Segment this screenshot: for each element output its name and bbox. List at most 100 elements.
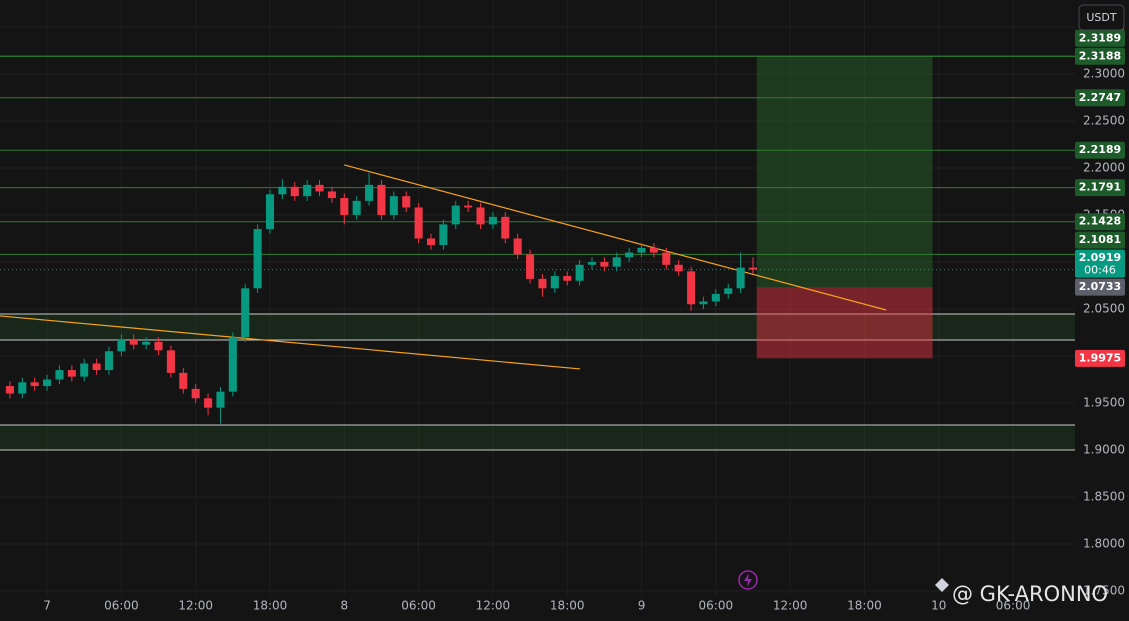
x-tick-label: 06:00 [699, 599, 734, 613]
price-label-box [1075, 278, 1125, 296]
price-label-box [1075, 29, 1125, 47]
stop-zone [756, 287, 933, 359]
candle-body [104, 351, 114, 371]
price-label: 2.1081 [1079, 233, 1121, 246]
support-zone [0, 313, 1075, 340]
candle-body [625, 252, 634, 258]
price-label-box [1075, 249, 1125, 278]
candle-body [575, 264, 584, 281]
candle-body [488, 216, 497, 225]
icon-circle [738, 570, 758, 590]
icon-bolt [744, 573, 752, 587]
candle-body [674, 264, 683, 272]
candle-body [191, 388, 200, 399]
price-label-box [1075, 47, 1125, 65]
x-tick-label: 12:00 [476, 599, 511, 613]
y-tick-label: 2.2000 [1083, 160, 1125, 174]
candle-body [699, 301, 708, 305]
candle-body [253, 229, 262, 289]
candle-body [526, 254, 535, 279]
candle-body [92, 363, 101, 371]
candle-body [724, 288, 733, 294]
candle-body [402, 196, 411, 208]
price-label: 2.1428 [1079, 215, 1121, 228]
candle-body [278, 186, 287, 195]
price-label: 2.3188 [1079, 49, 1121, 62]
candle-body [600, 261, 609, 267]
candle-body [303, 184, 312, 197]
x-tick-label: 7 [43, 599, 51, 613]
x-tick-label: 18:00 [253, 599, 288, 613]
x-tick-label: 8 [340, 599, 348, 613]
candle-body [612, 257, 621, 267]
x-tick-label: 10 [931, 599, 946, 613]
candle-body [327, 191, 336, 199]
candle-body [426, 238, 436, 246]
watermark: @ GK-ARONNO [952, 582, 1108, 606]
candle-body [290, 186, 299, 197]
price-label: 2.0919 [1079, 251, 1121, 264]
candle-body [352, 200, 361, 215]
candle-body [662, 252, 671, 265]
candle-body [451, 205, 460, 225]
candle-body [228, 337, 237, 392]
candle-body [389, 196, 398, 215]
x-tick-label: 06:00 [401, 599, 436, 613]
candle-body [265, 194, 275, 230]
candle-body [30, 382, 39, 387]
price-label: 2.0733 [1079, 280, 1121, 293]
support-zone [0, 424, 1075, 450]
price-label: 1.9975 [1079, 351, 1121, 364]
y-tick-label: 1.7500 [1083, 583, 1125, 597]
candle-body [340, 198, 349, 215]
candle-body [377, 184, 386, 215]
candle-body [476, 207, 485, 225]
candle-body [563, 276, 572, 281]
currency-button[interactable] [1078, 4, 1125, 31]
price-label-box [1075, 349, 1125, 367]
candle-body [55, 370, 64, 380]
candle-body [736, 267, 745, 289]
candle-body [80, 363, 89, 377]
x-tick-label: 9 [638, 599, 646, 613]
candle-body [43, 379, 52, 387]
candle-body [365, 184, 374, 201]
candle-body [117, 339, 126, 352]
price-label-box [1075, 213, 1125, 231]
y-tick-label: 2.3000 [1083, 66, 1125, 80]
candle-body [550, 276, 559, 289]
candle-body [67, 370, 76, 377]
price-label: 2.2189 [1079, 143, 1121, 156]
candle-body [748, 267, 758, 270]
lightning-icon[interactable] [738, 570, 758, 590]
candle-body [216, 391, 225, 408]
price-label: 2.2747 [1079, 91, 1121, 104]
candle-body [439, 224, 448, 246]
candle-body [142, 341, 151, 345]
candle-body [538, 278, 547, 289]
candle-body [637, 247, 646, 253]
currency[interactable]: USDT [1086, 11, 1117, 24]
y-tick-label: 2.2500 [1083, 113, 1125, 127]
candle-body [18, 382, 27, 394]
candle-body [501, 216, 510, 239]
price-label-box [1075, 231, 1125, 249]
y-tick-label: 1.9500 [1083, 395, 1125, 409]
watermark-logo [935, 578, 949, 592]
candle-body [179, 372, 188, 389]
candle-body [414, 207, 423, 239]
candle-body [649, 247, 658, 253]
y-tick-label: 2.0500 [1083, 301, 1125, 315]
x-tick-label: 06:00 [104, 599, 139, 613]
candle-body [129, 339, 138, 345]
price-label: 2.3189 [1079, 31, 1121, 44]
price-label-box [1075, 89, 1125, 107]
candle-body [166, 350, 175, 373]
x-tick-label: 18:00 [847, 599, 882, 613]
candle-body [711, 293, 720, 302]
candle-body [204, 398, 213, 408]
candle-body [464, 205, 473, 208]
